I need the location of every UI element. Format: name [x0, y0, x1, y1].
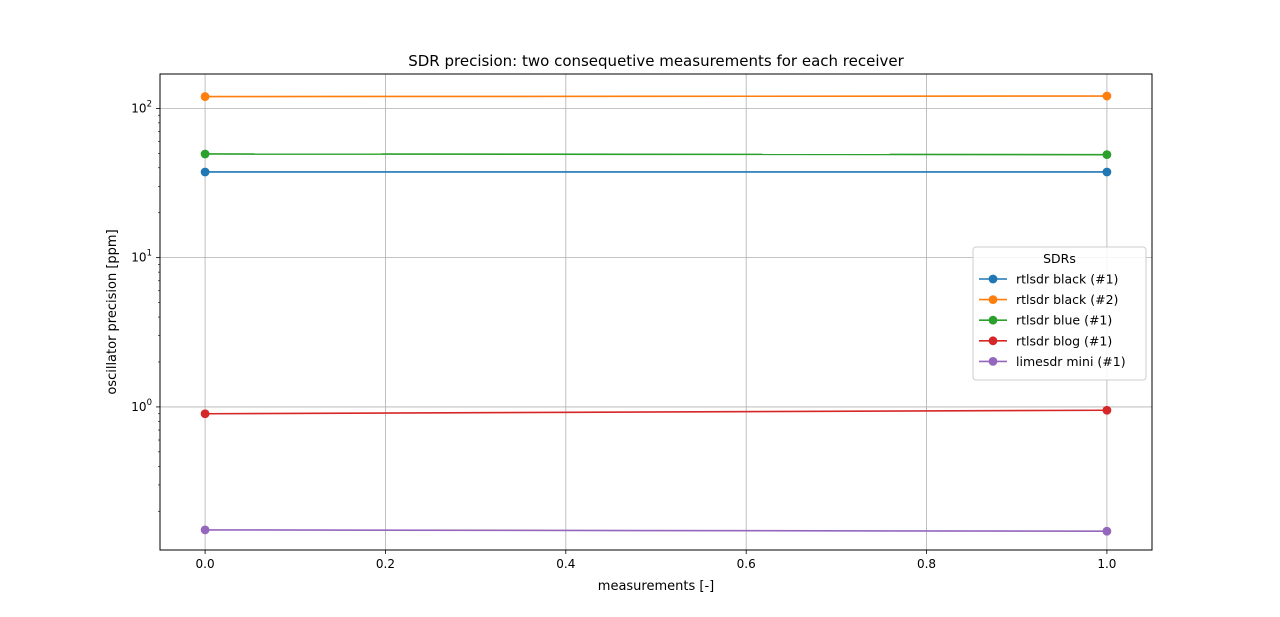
chart-title: SDR precision: two consequetive measurem…	[408, 52, 904, 70]
y-tick-label: 101	[131, 249, 152, 265]
y-tick-label: 102	[131, 99, 152, 115]
legend-box	[972, 246, 1147, 381]
series-line-1	[205, 95, 1107, 98]
legend-label-2: rtlsdr blue (#1)	[1016, 313, 1112, 328]
series-line-2	[205, 153, 1107, 156]
legend-marker-2	[988, 315, 998, 325]
legend-label-0: rtlsdr black (#1)	[1016, 272, 1118, 287]
data-point-0-1	[1102, 167, 1112, 177]
y-tick-exponent: 1	[147, 249, 152, 259]
y-tick-label: 100	[131, 398, 152, 414]
series-layer	[200, 91, 1112, 536]
x-tick-label: 0.2	[376, 557, 395, 571]
data-point-3-0	[200, 409, 210, 419]
data-point-0-0	[200, 167, 210, 177]
data-point-3-1	[1102, 405, 1112, 415]
plot-frame	[159, 73, 1153, 551]
y-tick-exponent: 0	[147, 398, 152, 408]
legend-label-4: limesdr mini (#1)	[1016, 354, 1126, 369]
legend-label-1: rtlsdr black (#2)	[1016, 292, 1118, 307]
y-tick-base: 10	[131, 400, 146, 414]
x-tick-label: 0.0	[196, 557, 215, 571]
y-axis-label: oscillator precision [ppm]	[105, 229, 120, 394]
data-point-2-0	[200, 149, 210, 159]
legend-marker-1	[988, 295, 998, 304]
x-tick-label: 0.6	[737, 557, 756, 571]
series-line-4	[205, 529, 1107, 533]
x-tick-label: 0.8	[917, 557, 936, 571]
x-tick-label: 0.4	[556, 557, 575, 571]
x-axis-label: measurements [-]	[598, 579, 714, 594]
data-point-1-1	[1102, 91, 1112, 101]
legend-marker-4	[988, 357, 998, 366]
x-tick-label: 1.0	[1097, 557, 1116, 571]
y-tick-exponent: 2	[147, 99, 152, 109]
legend-label-3: rtlsdr blog (#1)	[1016, 333, 1112, 348]
legend-marker-3	[988, 336, 998, 346]
x-axis: 0.0 0.2 0.4 0.6 0.8 1.0	[196, 550, 1116, 571]
data-point-1-0	[200, 92, 210, 101]
legend: SDRs rtlsdr black (#1) rtlsdr black (#2) rt…	[972, 246, 1147, 381]
legend-marker-0	[988, 274, 998, 284]
data-point-4-1	[1102, 526, 1112, 536]
legend-title: SDRs	[1043, 251, 1076, 266]
series-line-3	[205, 409, 1107, 415]
data-point-2-1	[1102, 150, 1112, 160]
y-tick-base: 10	[131, 251, 146, 265]
y-tick-base: 10	[131, 101, 146, 115]
data-point-4-0	[200, 525, 210, 535]
